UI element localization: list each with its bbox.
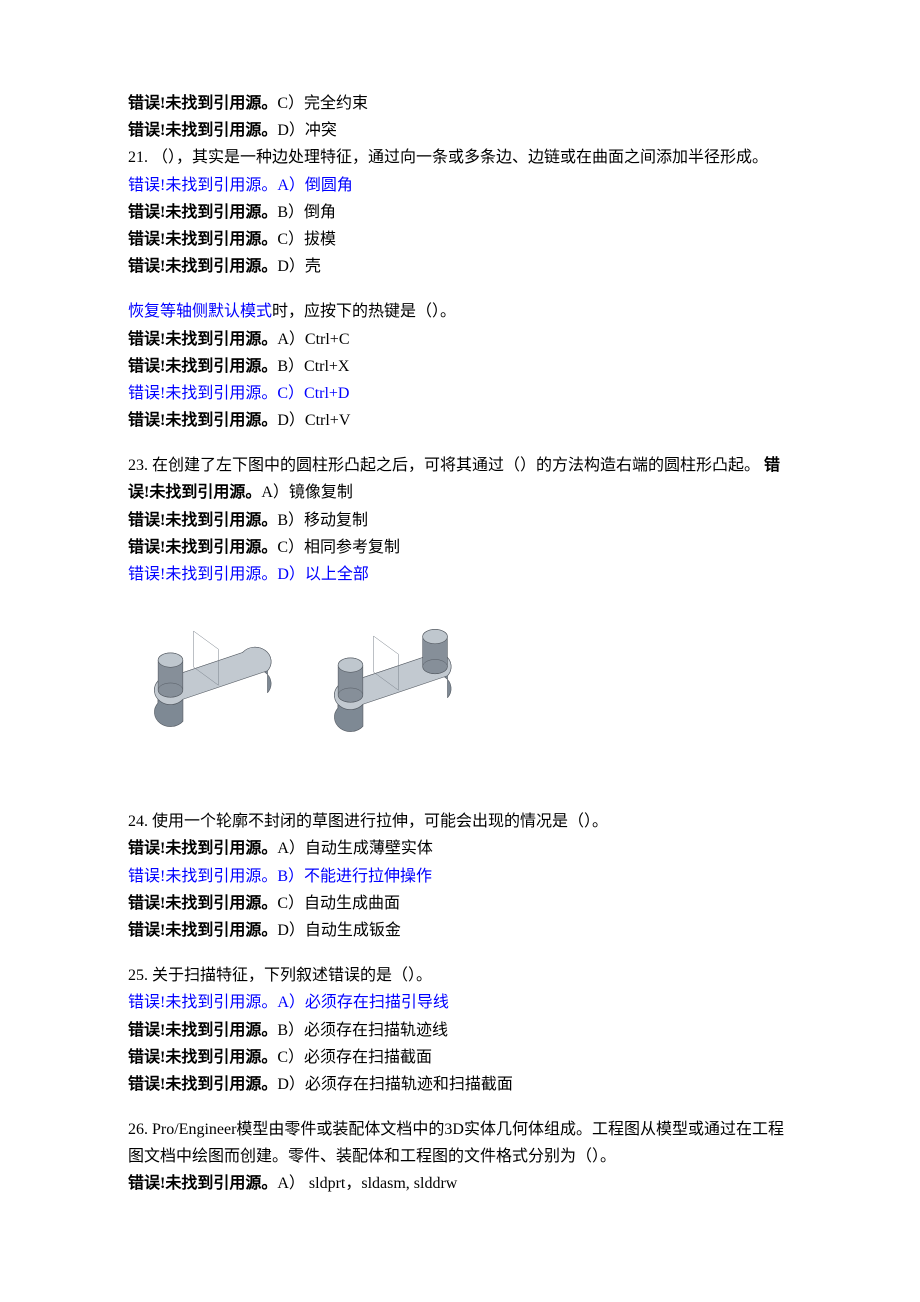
question-lead-blue: 恢复等轴侧默认模式 xyxy=(128,303,272,320)
prev-option-c: 错误!未找到引用源。C）完全约束 xyxy=(128,90,792,117)
option-text: A） sldprt，sldasm, slddrw xyxy=(277,1175,457,1192)
error-ref: 错误!未找到引用源。 xyxy=(128,994,277,1011)
option-text: D）必须存在扫描轨迹和扫描截面 xyxy=(277,1076,513,1093)
error-ref: 错误!未找到引用源。 xyxy=(128,331,277,348)
option-text: B）必须存在扫描轨迹线 xyxy=(277,1022,448,1039)
document-page: 错误!未找到引用源。C）完全约束 错误!未找到引用源。D）冲突 21. （），其… xyxy=(0,0,920,1238)
error-ref: 错误!未找到引用源。 xyxy=(128,895,277,912)
error-ref: 错误!未找到引用源。 xyxy=(128,1175,277,1192)
error-ref: 错误!未找到引用源。 xyxy=(128,412,277,429)
option-text: C）完全约束 xyxy=(277,95,368,112)
option-text: C）拔模 xyxy=(277,231,336,248)
question-lead-rest: 时，应按下的热键是（）。 xyxy=(272,303,456,320)
option-text: C）自动生成曲面 xyxy=(277,895,400,912)
error-ref: 错误!未找到引用源。 xyxy=(128,566,277,583)
q24-opt-a: 错误!未找到引用源。A）自动生成薄壁实体 xyxy=(128,835,792,862)
option-text: B）Ctrl+X xyxy=(277,358,349,375)
option-text: A）Ctrl+C xyxy=(277,331,349,348)
q24-opt-d: 错误!未找到引用源。D）自动生成钣金 xyxy=(128,917,792,944)
q21-opt-d: 错误!未找到引用源。D）壳 xyxy=(128,253,792,280)
q25-opt-d: 错误!未找到引用源。D）必须存在扫描轨迹和扫描截面 xyxy=(128,1071,792,1098)
q24-opt-c: 错误!未找到引用源。C）自动生成曲面 xyxy=(128,890,792,917)
q24-stem: 24. 使用一个轮廓不封闭的草图进行拉伸，可能会出现的情况是（）。 xyxy=(128,808,792,835)
q21-opt-b: 错误!未找到引用源。B）倒角 xyxy=(128,199,792,226)
option-text: B）不能进行拉伸操作 xyxy=(277,868,432,885)
prev-option-d: 错误!未找到引用源。D）冲突 xyxy=(128,117,792,144)
q24-opt-b: 错误!未找到引用源。B）不能进行拉伸操作 xyxy=(128,863,792,890)
q25-opt-a: 错误!未找到引用源。A）必须存在扫描引导线 xyxy=(128,989,792,1016)
option-text: D）冲突 xyxy=(277,122,337,139)
q25-opt-c: 错误!未找到引用源。C）必须存在扫描截面 xyxy=(128,1044,792,1071)
q22-opt-d: 错误!未找到引用源。D）Ctrl+V xyxy=(128,407,792,434)
option-text: A）倒圆角 xyxy=(277,177,353,194)
option-text: B）倒角 xyxy=(277,204,336,221)
question-text: 21. （），其实是一种边处理特征，通过向一条或多条边、边链或在曲面之间添加半径… xyxy=(128,149,768,166)
error-ref: 错误!未找到引用源。 xyxy=(128,840,277,857)
q25-opt-b: 错误!未找到引用源。B）必须存在扫描轨迹线 xyxy=(128,1017,792,1044)
q25-stem: 25. 关于扫描特征，下列叙述错误的是（）。 xyxy=(128,962,792,989)
figure-3d-parts xyxy=(128,608,493,753)
question-text: 26. Pro/Engineer模型由零件或装配体文档中的3D实体几何体组成。工… xyxy=(128,1121,784,1165)
error-ref: 错误!未找到引用源。 xyxy=(128,1076,277,1093)
option-text: D）自动生成钣金 xyxy=(277,922,401,939)
option-text: C）Ctrl+D xyxy=(277,385,349,402)
error-ref: 错误!未找到引用源。 xyxy=(128,122,277,139)
error-ref: 错误!未找到引用源。 xyxy=(128,1049,277,1066)
error-ref: 错误!未找到引用源。 xyxy=(128,385,277,402)
q22-opt-a: 错误!未找到引用源。A）Ctrl+C xyxy=(128,326,792,353)
q21-opt-a: 错误!未找到引用源。A）倒圆角 xyxy=(128,172,792,199)
q22-stem: 恢复等轴侧默认模式时，应按下的热键是（）。 xyxy=(128,298,792,325)
option-text: B）移动复制 xyxy=(277,512,368,529)
error-ref: 错误!未找到引用源。 xyxy=(128,1022,277,1039)
error-ref: 错误!未找到引用源。 xyxy=(128,258,277,275)
figure-svg xyxy=(128,608,493,753)
option-text: D）壳 xyxy=(277,258,321,275)
q23-opt-d: 错误!未找到引用源。D）以上全部 xyxy=(128,561,792,588)
error-ref: 错误!未找到引用源。 xyxy=(128,868,277,885)
error-ref: 错误!未找到引用源。 xyxy=(128,922,277,939)
error-ref: 错误!未找到引用源。 xyxy=(128,231,277,248)
q23-stem: 23. 在创建了左下图中的圆柱形凸起之后，可将其通过（）的方法构造右端的圆柱形凸… xyxy=(128,452,792,506)
option-text: C）相同参考复制 xyxy=(277,539,400,556)
option-text: D）Ctrl+V xyxy=(277,412,350,429)
error-ref: 错误!未找到引用源。 xyxy=(128,204,277,221)
q22-opt-b: 错误!未找到引用源。B）Ctrl+X xyxy=(128,353,792,380)
error-ref: 错误!未找到引用源。 xyxy=(128,539,277,556)
error-ref: 错误!未找到引用源。 xyxy=(128,177,277,194)
option-text: A）自动生成薄壁实体 xyxy=(277,840,433,857)
option-text: A）必须存在扫描引导线 xyxy=(277,994,449,1011)
option-text: D）以上全部 xyxy=(277,566,369,583)
q26-stem: 26. Pro/Engineer模型由零件或装配体文档中的3D实体几何体组成。工… xyxy=(128,1116,792,1170)
error-ref: 错误!未找到引用源。 xyxy=(128,95,277,112)
question-text: 25. 关于扫描特征，下列叙述错误的是（）。 xyxy=(128,967,432,984)
error-ref: 错误!未找到引用源。 xyxy=(128,512,277,529)
q23-opt-c: 错误!未找到引用源。C）相同参考复制 xyxy=(128,534,792,561)
q22-opt-c: 错误!未找到引用源。C）Ctrl+D xyxy=(128,380,792,407)
option-text: A）镜像复制 xyxy=(261,484,353,501)
option-text: C）必须存在扫描截面 xyxy=(277,1049,432,1066)
q26-opt-a: 错误!未找到引用源。A） sldprt，sldasm, slddrw xyxy=(128,1170,792,1197)
q21-stem: 21. （），其实是一种边处理特征，通过向一条或多条边、边链或在曲面之间添加半径… xyxy=(128,144,792,171)
question-text: 23. 在创建了左下图中的圆柱形凸起之后，可将其通过（）的方法构造右端的圆柱形凸… xyxy=(128,457,764,474)
error-ref: 错误!未找到引用源。 xyxy=(128,358,277,375)
q21-opt-c: 错误!未找到引用源。C）拔模 xyxy=(128,226,792,253)
q23-opt-b: 错误!未找到引用源。B）移动复制 xyxy=(128,507,792,534)
question-text: 24. 使用一个轮廓不封闭的草图进行拉伸，可能会出现的情况是（）。 xyxy=(128,813,608,830)
